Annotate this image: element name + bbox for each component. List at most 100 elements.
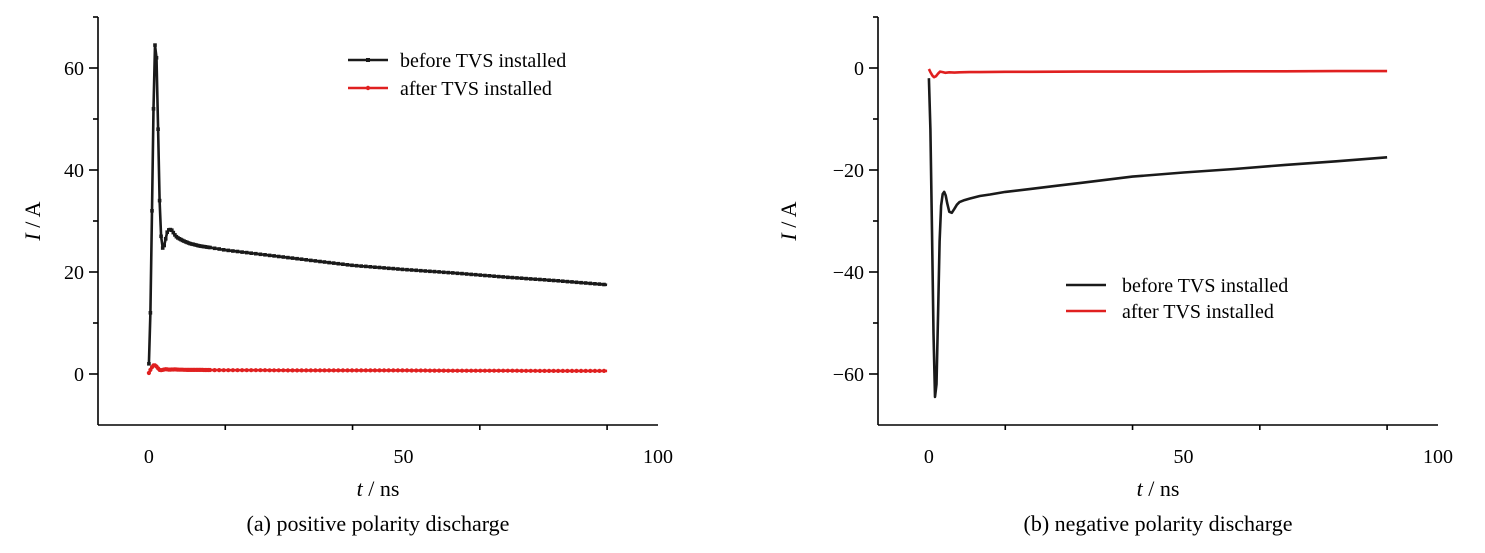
- data-point: [267, 253, 272, 258]
- data-point: [377, 368, 382, 373]
- data-point: [212, 246, 217, 251]
- data-point: [437, 368, 442, 373]
- data-point: [400, 368, 405, 373]
- data-point: [363, 368, 368, 373]
- series-layer: [927, 68, 1388, 399]
- data-point: [551, 368, 556, 373]
- data-point: [597, 368, 602, 373]
- data-point: [583, 281, 588, 285]
- legend: before TVS installed after TVS installed: [348, 50, 566, 100]
- series-markers-after-tvs: [146, 363, 607, 376]
- data-point: [561, 279, 565, 283]
- data-point: [409, 368, 414, 373]
- x-tick-label: 0: [144, 446, 154, 468]
- x-tick-label: 0: [924, 446, 934, 468]
- data-point: [235, 249, 240, 254]
- data-point: [299, 368, 304, 373]
- data-point: [414, 368, 419, 373]
- data-point: [165, 230, 169, 234]
- data-point: [309, 258, 313, 263]
- y-tick-label: −60: [833, 364, 864, 386]
- data-point: [230, 368, 235, 373]
- data-point: [156, 127, 160, 131]
- data-point: [349, 368, 355, 373]
- series-line-before-tvs: [927, 78, 1388, 399]
- data-point: [382, 368, 387, 373]
- data-point: [579, 368, 584, 373]
- data-point: [253, 368, 258, 373]
- data-point: [240, 250, 244, 254]
- data-point: [163, 237, 168, 241]
- data-point: [478, 368, 483, 373]
- data-point: [368, 265, 373, 269]
- legend-marker-before: [366, 58, 370, 62]
- data-point: [542, 368, 547, 373]
- data-point: [556, 368, 561, 373]
- data-point: [597, 282, 602, 286]
- data-point: [569, 368, 575, 373]
- data-point: [153, 43, 157, 47]
- data-point: [258, 252, 263, 257]
- y-tick-label: 0: [854, 58, 864, 80]
- data-point: [290, 368, 295, 373]
- data-point: [396, 267, 400, 271]
- data-point: [533, 277, 538, 281]
- data-point: [459, 368, 465, 373]
- data-point: [226, 248, 231, 253]
- data-point: [313, 368, 318, 373]
- data-point: [514, 368, 520, 373]
- data-point: [478, 273, 483, 277]
- data-point: [226, 368, 231, 373]
- data-point: [537, 368, 543, 373]
- x-axis-label: t / ns: [357, 476, 400, 501]
- data-point: [583, 368, 588, 373]
- legend-label-before: before TVS installed: [400, 50, 566, 72]
- data-point: [308, 368, 313, 373]
- data-point: [404, 368, 410, 373]
- data-point: [359, 368, 364, 373]
- data-point: [469, 272, 473, 277]
- data-point: [588, 281, 593, 286]
- data-point: [304, 258, 308, 262]
- data-point: [331, 261, 336, 265]
- data-point: [496, 368, 501, 373]
- data-point: [272, 254, 276, 258]
- data-point: [386, 266, 391, 271]
- data-point: [565, 279, 570, 284]
- tick-labels: 0 50 100 −60 −40 −20 0: [833, 58, 1453, 468]
- data-point: [281, 368, 286, 373]
- data-point: [373, 265, 377, 269]
- data-point: [258, 368, 263, 373]
- data-point: [395, 368, 400, 373]
- data-point: [151, 107, 156, 111]
- data-point: [510, 368, 515, 373]
- x-tick-label: 50: [393, 446, 413, 468]
- data-point: [327, 368, 332, 373]
- data-point: [542, 278, 547, 282]
- ticks: [869, 16, 1388, 430]
- data-point: [212, 368, 217, 373]
- data-point: [418, 368, 423, 373]
- y-tick-label: −20: [833, 160, 864, 182]
- data-point: [432, 368, 437, 373]
- data-point: [272, 368, 277, 373]
- series-markers-before-tvs: [147, 43, 606, 366]
- data-point: [221, 368, 226, 373]
- legend-marker-after: [365, 85, 371, 91]
- data-point: [487, 274, 492, 278]
- data-point: [446, 270, 451, 275]
- legend-label-after: after TVS installed: [400, 78, 552, 100]
- data-point: [313, 259, 318, 263]
- data-point: [240, 368, 245, 373]
- data-point: [602, 282, 606, 287]
- data-point: [170, 228, 174, 232]
- data-point: [317, 368, 323, 373]
- data-point: [295, 256, 299, 261]
- data-point: [441, 368, 446, 373]
- y-tick-label: 0: [74, 364, 84, 386]
- data-point: [154, 56, 159, 60]
- data-point: [473, 368, 478, 373]
- data-point: [496, 274, 501, 279]
- y-axis-label: I / A: [776, 201, 801, 241]
